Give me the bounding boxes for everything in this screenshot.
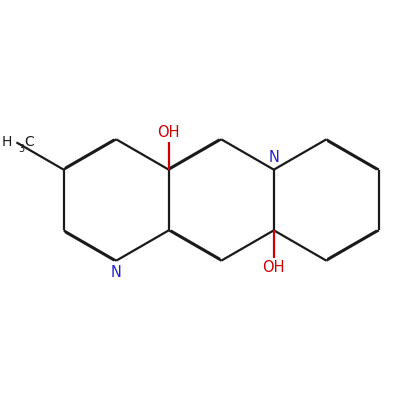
Text: N: N: [268, 150, 279, 165]
Text: 3: 3: [18, 144, 24, 154]
Text: C: C: [24, 135, 34, 149]
Text: N: N: [111, 265, 122, 280]
Text: H: H: [2, 135, 12, 149]
Text: OH: OH: [158, 125, 180, 140]
Text: OH: OH: [262, 260, 285, 275]
